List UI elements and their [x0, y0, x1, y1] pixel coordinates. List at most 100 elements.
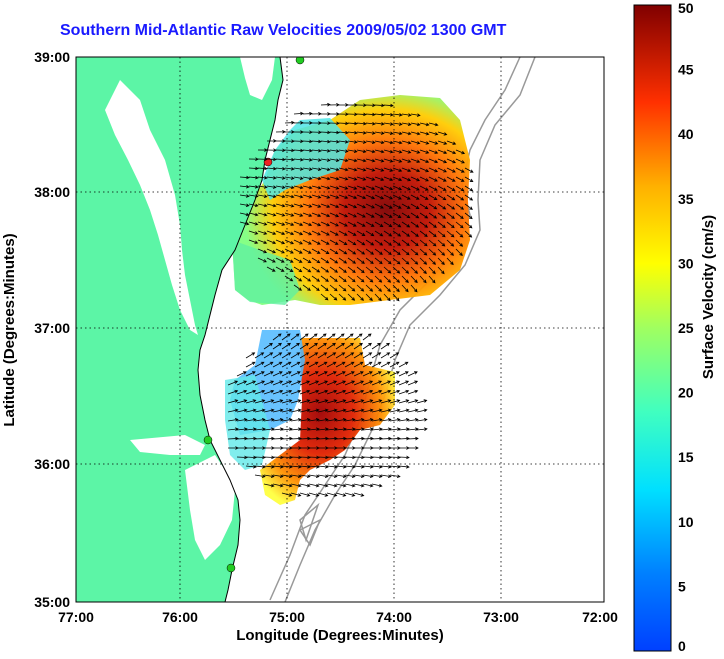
velocity-arrow: [353, 483, 365, 488]
velocity-arrow: [383, 284, 391, 293]
velocity-arrow: [344, 342, 354, 350]
velocity-vectors: [227, 102, 474, 497]
velocity-arrow: [284, 130, 295, 134]
velocity-arrow: [266, 257, 276, 263]
velocity-arrow: [302, 203, 313, 208]
velocity-arrow: [365, 176, 376, 181]
velocity-arrow: [353, 408, 365, 413]
velocity-arrow: [392, 212, 402, 218]
velocity-arrow: [365, 239, 375, 246]
velocity-arrow: [389, 474, 401, 478]
y-tick-label: 36:00: [34, 456, 70, 472]
velocity-arrow: [254, 361, 265, 368]
velocity-arrow: [290, 399, 302, 404]
velocity-arrow: [437, 131, 448, 136]
velocity-arrow: [371, 427, 383, 431]
velocity-arrow: [239, 194, 250, 198]
velocity-arrow: [329, 139, 340, 144]
velocity-arrow: [380, 427, 392, 431]
velocity-arrow: [392, 113, 403, 117]
velocity-arrow: [365, 167, 376, 172]
velocity-arrow: [446, 158, 456, 164]
velocity-arrow: [419, 149, 430, 154]
velocity-arrow: [248, 230, 259, 235]
velocity-arrow: [410, 221, 420, 228]
velocity-arrow: [383, 221, 393, 228]
velocity-arrow: [446, 194, 456, 201]
velocity-arrow: [299, 455, 311, 460]
velocity-arrow: [428, 248, 437, 256]
velocity-arrow: [245, 427, 257, 431]
velocity-arrow: [344, 427, 356, 431]
x-tick-label: 75:00: [269, 609, 305, 625]
velocity-arrow: [335, 361, 346, 368]
velocity-arrow: [383, 248, 392, 255]
velocity-arrow: [419, 176, 429, 182]
velocity-arrow: [437, 257, 445, 266]
velocity-arrow: [344, 436, 356, 441]
grid-lines: [76, 57, 604, 602]
velocity-arrow: [407, 418, 419, 422]
velocity-arrow: [383, 230, 393, 237]
velocity-arrow: [410, 149, 421, 154]
velocity-arrow: [338, 167, 349, 172]
velocity-arrow: [428, 140, 439, 145]
velocity-arrow: [410, 248, 419, 256]
colorbar-tick-label: 40: [678, 126, 694, 142]
velocity-arrow: [329, 176, 340, 181]
velocity-arrow: [293, 157, 304, 162]
velocity-arrow: [284, 257, 294, 263]
velocity-arrow: [335, 418, 347, 422]
colorbar-tick-label: 30: [678, 255, 694, 271]
velocity-arrow: [263, 389, 275, 395]
velocity-arrow: [326, 465, 338, 469]
velocity-arrow: [302, 176, 313, 181]
velocity-arrow: [371, 399, 383, 404]
velocity-arrow: [392, 122, 403, 126]
velocity-arrow: [326, 418, 338, 422]
velocity-arrow: [338, 121, 349, 126]
velocity-arrow: [308, 408, 320, 413]
velocity-arrow: [347, 194, 358, 200]
velocity-arrow: [308, 371, 319, 377]
velocity-arrow: [293, 230, 304, 236]
radar-station-marker: [226, 563, 236, 573]
velocity-arrow: [446, 140, 457, 145]
velocity-arrow: [389, 436, 401, 441]
velocity-arrow: [401, 140, 412, 145]
velocity-arrow: [329, 239, 339, 245]
velocity-arrow: [374, 194, 384, 200]
velocity-arrow: [353, 361, 364, 368]
velocity-arrow: [455, 185, 465, 192]
velocity-arrow: [257, 239, 268, 245]
velocity-arrow: [326, 474, 338, 478]
velocity-arrow: [401, 257, 410, 265]
velocity-arrow: [227, 427, 239, 431]
velocity-arrow: [311, 167, 322, 171]
velocity-arrow: [428, 230, 437, 238]
velocity-arrow: [329, 257, 339, 264]
velocity-arrow: [428, 212, 438, 219]
velocity-arrow: [317, 483, 329, 488]
velocity-arrow: [290, 465, 302, 469]
velocity-arrow: [338, 203, 349, 209]
velocity-arrow: [380, 436, 392, 441]
velocity-arrow: [263, 418, 275, 422]
velocity-arrow: [236, 455, 248, 460]
velocity-arrow: [317, 474, 329, 478]
velocity-arrow: [365, 194, 376, 200]
velocity-arrow: [374, 212, 384, 218]
velocity-arrow: [353, 399, 365, 404]
velocity-arrow: [356, 140, 367, 144]
velocity-arrow: [410, 185, 420, 191]
velocity-arrow: [401, 221, 411, 228]
velocity-arrow: [299, 333, 309, 341]
velocity-arrow: [290, 342, 300, 350]
velocity-arrow: [362, 342, 372, 350]
velocity-arrow: [428, 221, 437, 228]
velocity-arrow: [446, 212, 455, 219]
velocity-arrow: [380, 408, 392, 413]
velocity-arrow: [374, 122, 385, 126]
velocity-arrow: [347, 257, 357, 264]
